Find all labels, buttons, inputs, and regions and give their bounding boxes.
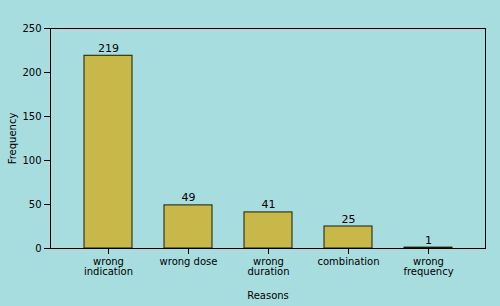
svg-text:219: 219 [98, 42, 119, 55]
svg-text:Frequency: Frequency [7, 113, 18, 165]
svg-text:wrongindication: wrongindication [84, 256, 133, 277]
svg-text:wrong dose: wrong dose [160, 256, 218, 267]
svg-text:250: 250 [22, 23, 41, 34]
svg-text:0: 0 [35, 243, 41, 254]
svg-text:100: 100 [22, 155, 41, 166]
svg-text:200: 200 [22, 67, 41, 78]
svg-text:wrongfrequency: wrongfrequency [403, 256, 453, 277]
svg-text:1: 1 [425, 234, 432, 247]
svg-text:50: 50 [29, 199, 42, 210]
svg-text:Reasons: Reasons [247, 290, 289, 301]
svg-text:49: 49 [182, 191, 196, 204]
svg-text:25: 25 [342, 213, 356, 226]
svg-text:combination: combination [317, 256, 379, 267]
svg-text:150: 150 [22, 111, 41, 122]
svg-text:41: 41 [262, 198, 276, 211]
svg-text:wrongduration: wrongduration [247, 256, 289, 277]
